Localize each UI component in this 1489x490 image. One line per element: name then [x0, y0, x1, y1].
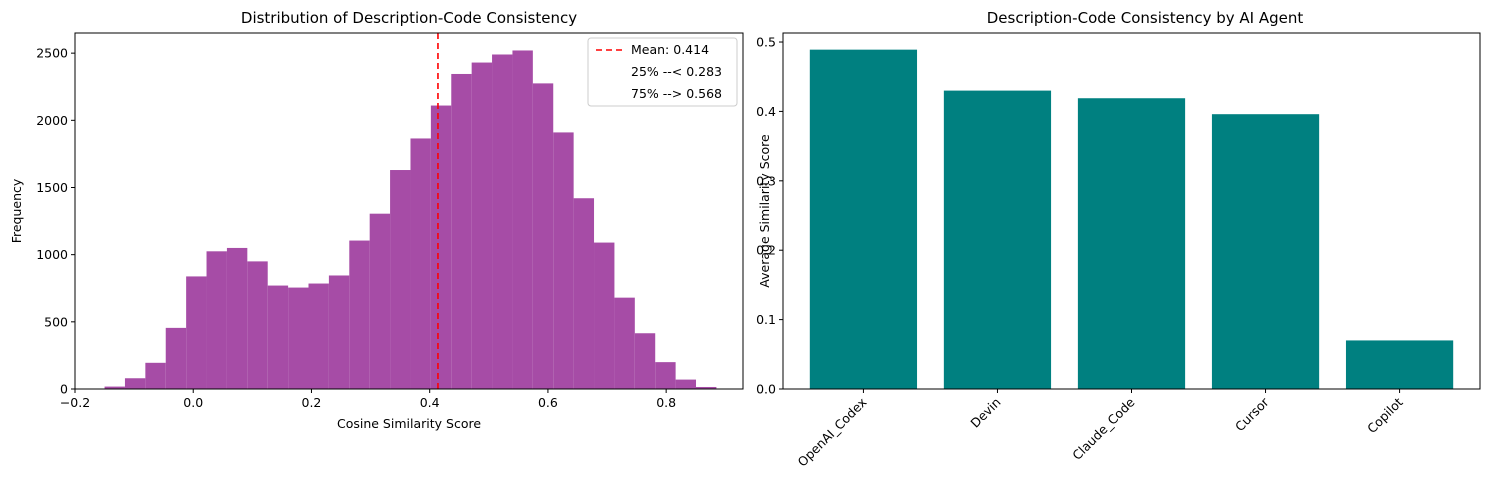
histogram-legend: Mean: 0.414 25% --< 0.283 75% --> 0.568	[587, 37, 738, 107]
histogram-bar	[471, 62, 493, 389]
histogram-bar	[349, 240, 370, 389]
agent-bars	[809, 49, 1454, 390]
histogram-title: Distribution of Description-Code Consist…	[241, 9, 577, 27]
histogram-plot-frame	[74, 32, 744, 390]
histogram-bar	[328, 275, 350, 389]
x-tick-label: 0.4	[420, 395, 440, 410]
histogram-bar	[124, 378, 146, 389]
histogram-y-label: Frequency	[9, 178, 24, 243]
histogram-bar	[369, 213, 391, 389]
legend-q25-label: 25% --< 0.283	[631, 64, 722, 79]
histogram-bar	[675, 379, 697, 389]
y-tick-label: 2500	[36, 46, 68, 61]
agent-name-label: Cursor	[1232, 394, 1272, 434]
histogram-bar	[247, 261, 268, 389]
y-tick-label: 0.4	[756, 104, 776, 119]
histogram-bars	[104, 50, 717, 390]
x-tick-label: 0.0	[183, 395, 203, 410]
agent-name-label: Copilot	[1364, 394, 1406, 436]
x-tick-label: 0.6	[538, 395, 558, 410]
histogram-bar	[451, 73, 472, 390]
histogram-bar	[165, 327, 187, 389]
agent-bar	[809, 49, 918, 390]
y-tick-label: 0	[60, 382, 68, 397]
histogram-bar	[267, 285, 289, 389]
histogram-bar	[594, 242, 615, 389]
histogram-bar	[512, 50, 533, 390]
agent-y-label: Average Similarity Score	[757, 134, 772, 288]
histogram-panel: Distribution of Description-Code Consist…	[9, 9, 744, 431]
histogram-x-ticks: −0.2 0.0 0.2 0.4 0.6 0.8	[60, 389, 676, 410]
histogram-y-ticks: 0 500 1000 1500 2000 2500	[36, 46, 75, 397]
agent-bar	[1211, 114, 1320, 389]
histogram-bar	[145, 362, 166, 389]
histogram-bar	[696, 386, 717, 389]
legend-box	[587, 37, 738, 107]
y-tick-label: 1500	[36, 180, 68, 195]
histogram-bar	[614, 297, 635, 389]
agent-bar	[943, 90, 1052, 389]
y-tick-label: 0.0	[756, 382, 776, 397]
y-tick-label: 2000	[36, 113, 68, 128]
legend-q75-label: 75% --> 0.568	[631, 86, 722, 101]
histogram-bar	[430, 105, 452, 389]
histogram-x-label: Cosine Similarity Score	[337, 416, 481, 431]
agent-y-ticks: 0.0 0.1 0.2 0.3 0.4 0.5	[756, 35, 783, 397]
histogram-bar	[573, 198, 595, 389]
histogram-bar	[655, 362, 676, 389]
x-tick-label: 0.2	[302, 395, 322, 410]
agent-bar	[1077, 98, 1186, 390]
x-tick-label: 0.8	[656, 395, 676, 410]
histogram-bar	[288, 287, 309, 389]
histogram-bar	[634, 333, 656, 389]
histogram-bar	[532, 83, 554, 390]
agent-name-label: OpenAI_Codex	[795, 395, 870, 470]
agent-name-label: Claude_Code	[1069, 394, 1138, 463]
histogram-bar	[206, 251, 227, 389]
histogram-bar	[553, 132, 574, 389]
agent-x-ticks: OpenAI_Codex Devin Claude_Code Cursor Copilo…	[795, 389, 1406, 470]
legend-mean-label: Mean: 0.414	[631, 42, 709, 57]
histogram-bar	[226, 247, 248, 389]
agent-bar	[1345, 340, 1454, 389]
agent-bar-panel: Description-Code Consistency by AI Agent…	[756, 9, 1481, 470]
histogram-bar	[410, 138, 431, 389]
histogram-bar	[104, 386, 125, 389]
histogram-bar	[390, 170, 411, 389]
y-tick-label: 0.1	[756, 312, 776, 327]
histogram-bar	[492, 54, 513, 390]
y-tick-label: 0.2	[756, 243, 776, 258]
y-tick-label: 1000	[36, 247, 68, 262]
y-tick-label: 500	[44, 314, 68, 329]
y-tick-label: 0.5	[756, 35, 776, 50]
agent-name-label: Devin	[967, 395, 1003, 431]
histogram-bar	[308, 283, 329, 389]
x-tick-label: −0.2	[60, 395, 90, 410]
y-tick-label: 0.3	[756, 173, 776, 188]
agent-chart-title: Description-Code Consistency by AI Agent	[987, 9, 1304, 27]
histogram-bar	[186, 276, 207, 389]
